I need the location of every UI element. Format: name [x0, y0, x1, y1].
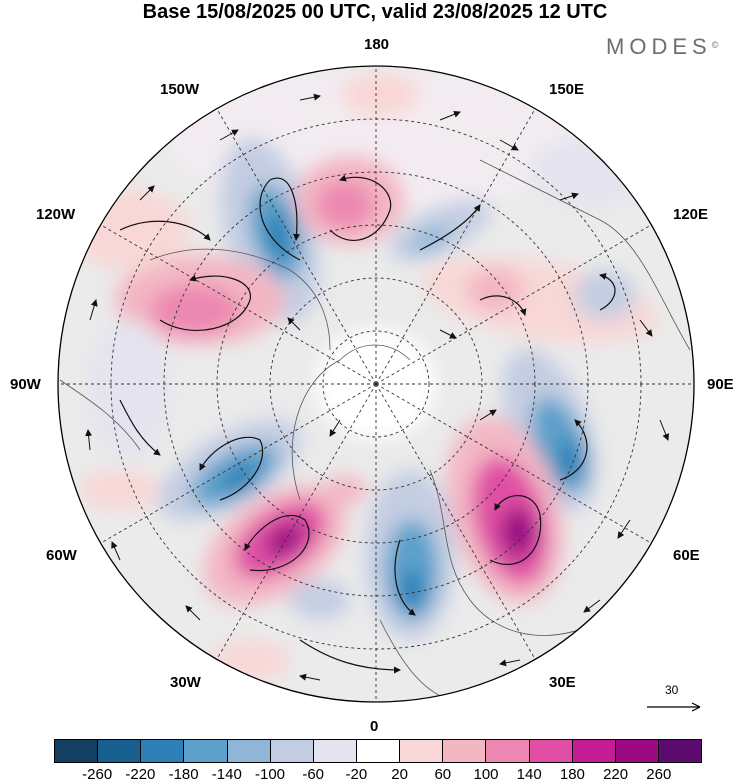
positive-anomaly-centre — [467, 268, 523, 312]
longitude-label-30e: 30E — [549, 674, 576, 691]
colorbar-tick-label: 20 — [391, 766, 408, 783]
positive-anomaly-centre — [323, 476, 367, 504]
reference-vector-label: 30 — [665, 683, 679, 697]
colorbar-cell — [442, 740, 486, 762]
longitude-label-180: 180 — [364, 36, 390, 53]
graticule — [58, 66, 694, 702]
longitude-label-120e: 120E — [673, 206, 709, 223]
colorbar-cell — [55, 740, 98, 762]
wind-arrows — [85, 93, 670, 681]
colorbar-cell — [355, 740, 400, 762]
registered-mark: © — [711, 40, 719, 50]
positive-anomaly-centre — [317, 181, 373, 229]
negative-anomaly-centre — [409, 227, 451, 253]
colorbar-cell — [312, 740, 356, 762]
colorbar-tick-label: -140 — [211, 766, 242, 783]
positive-anomaly-centre — [340, 73, 420, 117]
colorbar — [54, 739, 702, 763]
colorbar-tick-label: -100 — [254, 766, 286, 783]
coastlines — [59, 159, 691, 701]
longitude-label-150e: 150E — [549, 81, 585, 98]
longitude-label-0: 0 — [370, 718, 379, 735]
map-title: Base 15/08/2025 00 UTC, valid 23/08/2025… — [142, 1, 608, 23]
negative-anomaly-centre — [90, 320, 170, 460]
colorbar-cell — [485, 740, 529, 762]
colorbar-cell — [657, 740, 702, 762]
positive-anomaly-centre — [150, 285, 240, 335]
colorbar-tick-label: 180 — [559, 766, 585, 783]
negative-anomaly-centre — [400, 570, 424, 610]
negative-anomaly-centre — [290, 580, 350, 620]
longitude-label-120w: 120W — [36, 206, 76, 223]
colorbar-tick-label: 100 — [473, 766, 499, 783]
positive-anomaly-centre — [500, 507, 536, 557]
brand-name: MODES — [606, 34, 712, 59]
colorbar-cell — [226, 740, 270, 762]
colorbar-cell — [183, 740, 227, 762]
negative-anomaly-centre — [221, 464, 259, 492]
colorbar-tick-label: -260 — [82, 766, 113, 783]
colorbar-tick-label: 260 — [646, 766, 672, 783]
longitude-label-90e: 90E — [707, 376, 734, 393]
positive-anomaly-centre — [210, 640, 290, 680]
longitude-label-90w: 90W — [10, 376, 41, 393]
negative-anomaly-centre — [575, 270, 635, 320]
map-disk — [57, 65, 695, 703]
colorbar-cell — [399, 740, 443, 762]
colorbar-cell — [140, 740, 184, 762]
modes-logo: MODES© — [606, 34, 718, 60]
anomaly-field — [70, 70, 659, 680]
streamlines — [119, 174, 616, 674]
longitude-label-150w: 150W — [160, 81, 200, 98]
reference-vector — [647, 702, 701, 712]
colorbar-tick-label: 60 — [434, 766, 452, 783]
colorbar-cell — [269, 740, 313, 762]
negative-anomaly-centre — [264, 212, 292, 260]
colorbar-tick-label: -180 — [168, 766, 199, 783]
longitude-label-60e: 60E — [673, 547, 700, 564]
colorbar-cell — [614, 740, 658, 762]
colorbar-tick-label: 140 — [516, 766, 542, 783]
longitude-label-60w: 60W — [46, 547, 77, 564]
colorbar-tick-label: -60 — [302, 766, 325, 783]
colorbar-tick-label: -20 — [345, 766, 368, 783]
colorbar-tick-label: 220 — [603, 766, 629, 783]
longitude-label-30w: 30W — [170, 674, 201, 691]
colorbar-tick-label: -220 — [125, 766, 156, 783]
positive-anomaly-centre — [70, 190, 190, 270]
colorbar-cell — [528, 740, 572, 762]
colorbar-cell — [571, 740, 615, 762]
colorbar-cell — [97, 740, 141, 762]
positive-anomaly-centre — [80, 470, 160, 510]
positive-anomaly-centre — [265, 522, 305, 558]
